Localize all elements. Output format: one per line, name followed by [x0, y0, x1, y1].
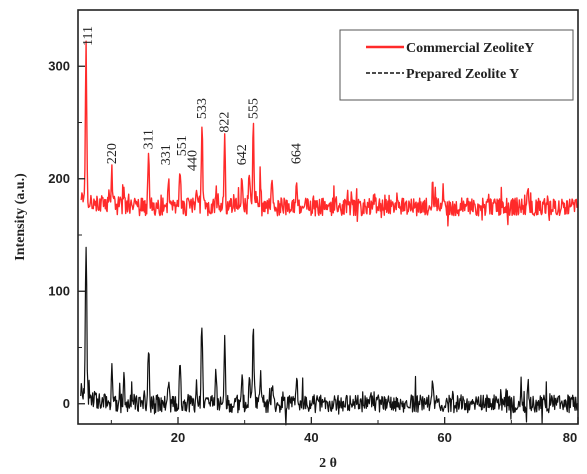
series-line-1: [80, 246, 579, 426]
peak-label: 551: [175, 135, 190, 156]
x-tick-label: 60: [437, 430, 451, 445]
series-commercial-zeolite-y: [80, 40, 578, 227]
y-tick-label: 0: [63, 396, 70, 411]
y-axis: 0 100 200 300: [48, 58, 85, 411]
peak-label: 311: [142, 129, 157, 149]
peak-label: 440: [186, 150, 201, 171]
series-prepared-zeolite-y: [80, 246, 579, 426]
plot-frame: [77, 9, 579, 425]
x-tick-label: 40: [304, 430, 318, 445]
y-tick-label: 200: [48, 171, 70, 186]
x-axis: 20 40 60 80: [110, 417, 579, 445]
legend-box: [339, 29, 574, 101]
peak-label: 555: [246, 98, 261, 119]
x-axis-title: 2 θ: [319, 456, 337, 471]
legend: Commercial ZeoliteY Prepared Zeolite Y: [339, 29, 574, 101]
x-tick-label: 80: [563, 430, 577, 445]
x-tick-label: 20: [171, 430, 185, 445]
legend-label-commercial: Commercial ZeoliteY: [406, 41, 534, 56]
peak-label: 533: [195, 98, 210, 119]
y-tick-label: 100: [48, 283, 70, 298]
peak-label: 111: [81, 26, 96, 46]
peak-label: 642: [235, 144, 250, 165]
peak-label: 331: [159, 144, 174, 165]
y-axis-title: Intensity (a.u.): [13, 173, 28, 261]
series-line-0: [80, 40, 578, 227]
legend-label-prepared: Prepared Zeolite Y: [406, 67, 519, 82]
peak-label: 220: [105, 143, 120, 164]
y-tick-label: 300: [48, 58, 70, 73]
peak-label: 822: [218, 112, 233, 133]
peak-label: 664: [290, 143, 305, 164]
